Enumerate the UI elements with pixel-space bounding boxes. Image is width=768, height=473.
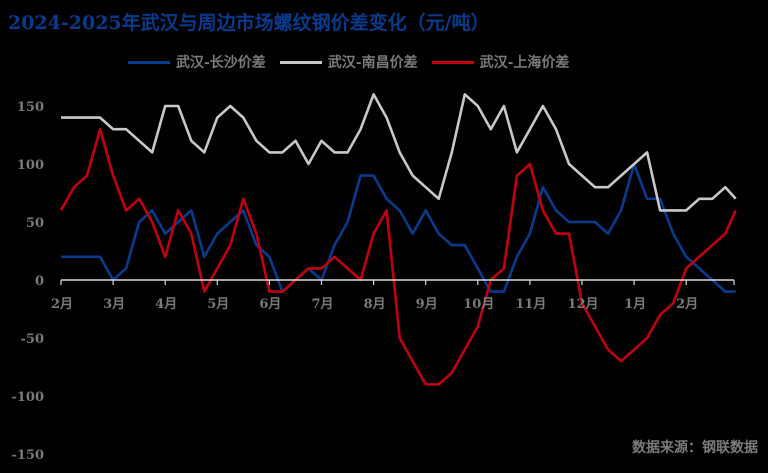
legend-label-shanghai: 武汉-上海价差 [479, 55, 570, 71]
legend-item-changsha: 武汉-长沙价差 [128, 52, 266, 72]
x-tick-label: 5月 [207, 297, 229, 312]
x-tick-label: 7月 [311, 297, 333, 312]
x-tick-label: 4月 [155, 297, 177, 312]
x-tick-label: 8月 [364, 297, 386, 312]
y-tick-label: -150 [11, 448, 44, 463]
y-axis: 150 100 50 0 -50 -100 -150 [11, 100, 44, 463]
legend-item-nanchang: 武汉-南昌价差 [279, 52, 418, 72]
y-tick-label: -50 [21, 332, 45, 347]
data-source-note: 数据来源：钢联数据 [632, 440, 758, 456]
y-tick-label: -100 [11, 390, 44, 405]
x-tick-label: 2月 [51, 297, 73, 312]
x-tick-label: 10月 [463, 297, 494, 312]
legend-label-nanchang: 武汉-南昌价差 [327, 55, 418, 71]
x-tick-label: 3月 [103, 297, 125, 312]
y-tick-label: 50 [26, 216, 44, 231]
series-line-0 [61, 162, 736, 293]
chart-title: 2024-2025年武汉与周边市场螺纹钢价差变化（元/吨） [8, 12, 490, 34]
x-tick-label: 6月 [259, 297, 281, 312]
series-lines [59, 93, 737, 386]
x-tick-label: 12月 [567, 297, 598, 312]
series-line-1 [61, 93, 737, 212]
x-axis: 2月 3月 4月 5月 6月 7月 8月 9月 10月 11月 12月 1月 2月 [51, 279, 735, 312]
legend-item-shanghai: 武汉-上海价差 [431, 52, 570, 72]
legend-swatch-nanchang [279, 60, 322, 64]
y-tick-label: 100 [17, 158, 44, 173]
x-tick-label: 1月 [624, 297, 646, 312]
x-tick-label: 11月 [515, 297, 546, 312]
y-tick-label: 0 [35, 274, 44, 289]
series-line-2 [59, 127, 737, 386]
chart-legend: 武汉-长沙价差 武汉-南昌价差 武汉-上海价差 [128, 52, 575, 72]
x-tick-label: 2月 [676, 297, 698, 312]
legend-swatch-shanghai [431, 60, 474, 64]
legend-label-changsha: 武汉-长沙价差 [176, 55, 266, 71]
legend-swatch-changsha [128, 60, 170, 64]
y-tick-label: 150 [17, 100, 44, 115]
x-tick-label: 9月 [416, 297, 438, 312]
